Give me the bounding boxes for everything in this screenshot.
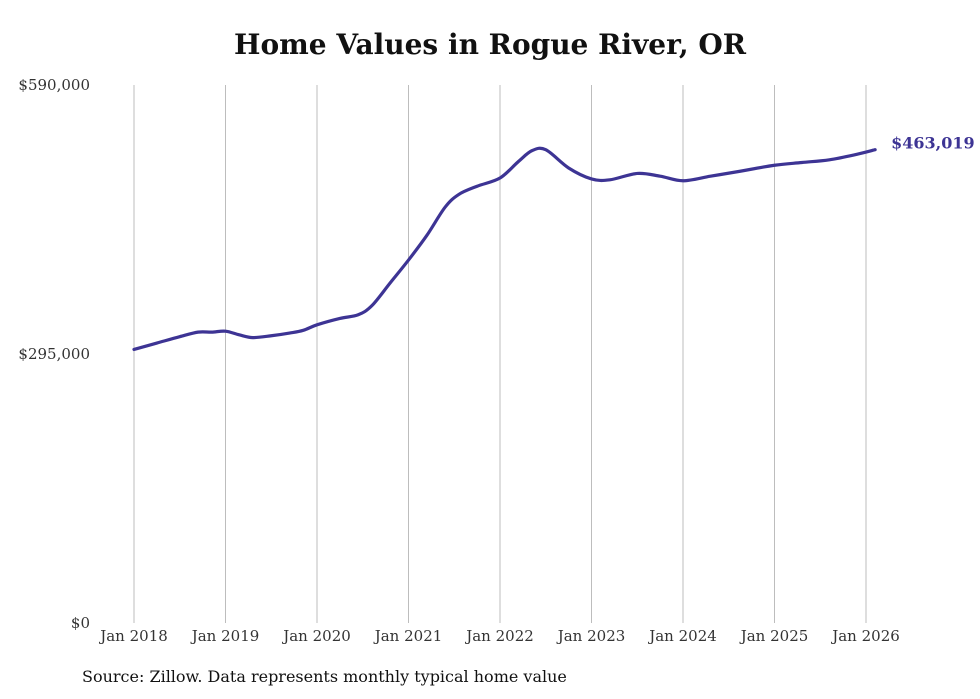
x-tick-label: Jan 2025 [739,627,809,645]
x-tick-label: Jan 2019 [190,627,260,645]
y-axis: $0 $295,000 $590,000 [18,76,90,632]
y-tick-label: $295,000 [18,345,90,363]
source-note: Source: Zillow. Data represents monthly … [82,667,567,686]
x-tick-label: Jan 2024 [647,627,717,645]
end-value-label: $463,019 [891,134,975,153]
x-tick-label: Jan 2018 [98,627,168,645]
series-line-0 [132,146,877,352]
x-tick-label: Jan 2026 [830,627,900,645]
chart-title: Home Values in Rogue River, OR [234,28,746,61]
x-axis: Jan 2018 Jan 2019 Jan 2020 Jan 2021 Jan 2022… [98,627,900,645]
x-tick-label: Jan 2022 [464,627,534,645]
x-tick-label: Jan 2023 [556,627,626,645]
y-tick-label: $590,000 [18,76,90,94]
x-tick-label: Jan 2020 [281,627,351,645]
series-layer: $463,019 [132,134,975,352]
grid-layer [133,85,867,623]
x-tick-label: Jan 2021 [373,627,443,645]
y-tick-label: $0 [71,614,90,632]
